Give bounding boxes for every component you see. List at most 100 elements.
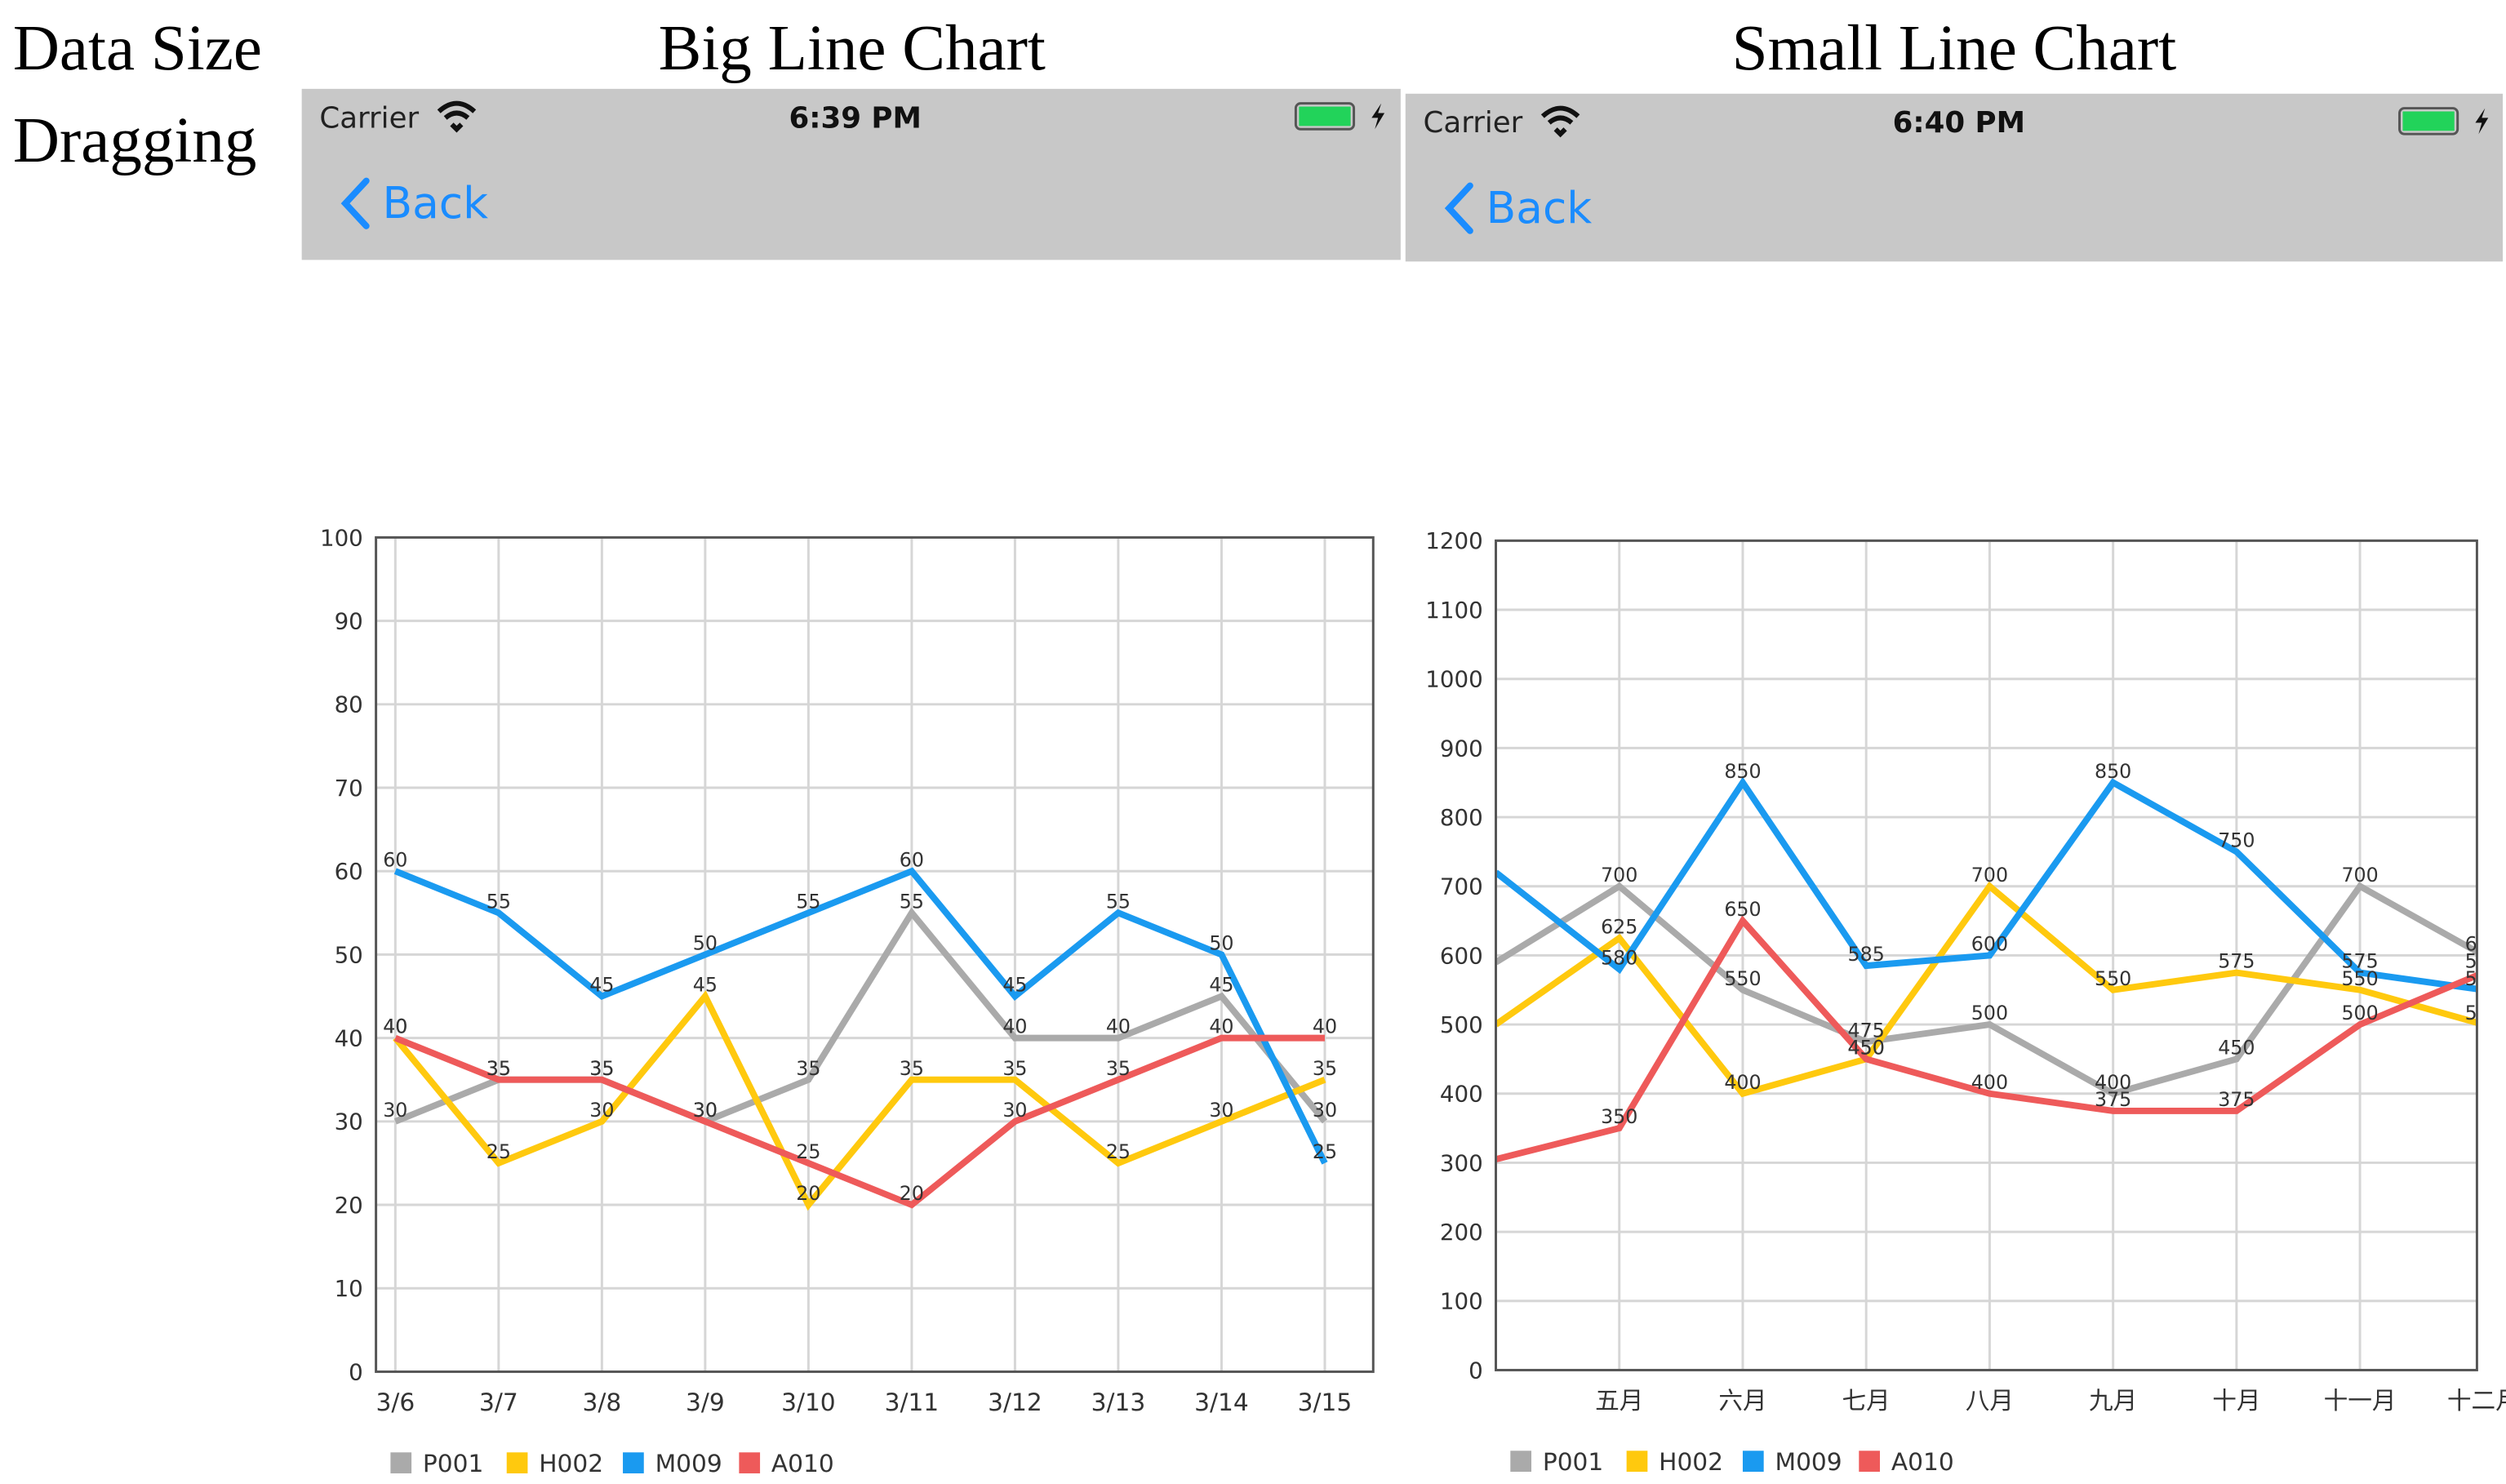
series-line	[1495, 915, 2477, 1163]
data-label: 30	[589, 1099, 614, 1122]
data-label: 35	[487, 1057, 511, 1080]
data-label: 375	[2095, 1088, 2131, 1111]
data-label: 30	[693, 1099, 718, 1122]
legend-swatch	[623, 1452, 644, 1473]
data-label: 20	[796, 1182, 820, 1205]
plot-border	[375, 535, 1375, 1373]
data-label: 25	[1106, 1140, 1131, 1163]
data-label: 700	[1601, 864, 1637, 886]
y-tick-label: 10	[335, 1275, 363, 1302]
plot-border	[1495, 539, 2478, 1371]
data-label: 55	[487, 890, 511, 913]
data-label: 25	[487, 1140, 511, 1163]
series-line	[393, 1034, 1325, 1209]
data-label: 45	[1209, 974, 1233, 997]
y-tick-label: 80	[335, 691, 363, 718]
y-tick-label: 500	[1440, 1011, 1483, 1038]
y-tick-label: 900	[1440, 735, 1483, 762]
back-button[interactable]: Back	[383, 177, 489, 229]
screen-title: Big Line Chart	[659, 13, 1046, 84]
data-label: 450	[2218, 1036, 2255, 1059]
data-label: 20	[900, 1182, 924, 1205]
data-label: 30	[383, 1099, 407, 1122]
time: 6:40 PM	[1893, 106, 2025, 140]
data-label: 35	[589, 1057, 614, 1080]
nav-bar	[1405, 93, 2504, 262]
back-chevron[interactable]	[1444, 182, 1473, 234]
data-label: 580	[1601, 946, 1637, 969]
series-line	[1495, 882, 2477, 1098]
x-tick-label: 五月	[1595, 1386, 1643, 1415]
legend-swatch	[1859, 1451, 1880, 1472]
data-label: 400	[1971, 1071, 2008, 1094]
y-tick-label: 400	[1440, 1081, 1483, 1108]
legend-label: H002	[1659, 1447, 1723, 1476]
data-label: 30	[1002, 1099, 1027, 1122]
charging-icon	[2475, 108, 2489, 135]
battery-level	[1299, 106, 1351, 127]
data-label: 600	[1971, 932, 2008, 955]
data-label: 550	[2465, 967, 2502, 990]
screen-title: Small Line Chart	[1732, 13, 2177, 84]
y-tick-label: 200	[1440, 1219, 1483, 1246]
time: 6:39 PM	[789, 101, 922, 135]
data-label: 35	[487, 1057, 511, 1080]
y-tick-label: 90	[335, 607, 363, 634]
y-tick-label: 300	[1440, 1149, 1483, 1176]
x-tick-label: 十二月	[2447, 1386, 2506, 1415]
data-label: 400	[2095, 1071, 2131, 1094]
data-label: 575	[2465, 950, 2502, 973]
data-label: 45	[693, 974, 718, 997]
data-label: 40	[383, 1015, 407, 1038]
y-tick-label: 20	[335, 1192, 363, 1219]
data-label: 25	[796, 1140, 820, 1163]
data-label: 550	[1724, 967, 1761, 990]
data-label: 350	[1601, 1105, 1637, 1128]
data-label: 650	[1724, 898, 1761, 921]
data-label: 450	[1848, 1036, 1885, 1059]
data-label: 60	[383, 848, 407, 871]
y-tick-label: 0	[349, 1358, 363, 1385]
x-tick-label: 3/15	[1298, 1388, 1353, 1416]
battery	[2398, 107, 2459, 136]
series-line	[1495, 776, 2477, 993]
data-label: 35	[1002, 1057, 1027, 1080]
data-label: 40	[1209, 1015, 1233, 1038]
data-label: 30	[1209, 1099, 1233, 1122]
data-label: 585	[1848, 943, 1885, 966]
y-tick-label: 700	[1440, 873, 1483, 900]
data-label: 40	[383, 1015, 407, 1038]
data-label: 30	[1313, 1099, 1337, 1122]
data-label: 750	[2218, 829, 2255, 851]
x-tick-label: 3/11	[885, 1388, 940, 1416]
back-button[interactable]: Back	[1486, 182, 1593, 233]
legend-swatch	[390, 1452, 412, 1473]
series-line	[1495, 881, 2477, 1098]
y-tick-label: 600	[1440, 942, 1483, 969]
back-chevron[interactable]	[340, 177, 370, 229]
y-tick-label: 1200	[1425, 527, 1482, 554]
data-label: 45	[589, 974, 614, 997]
data-label: 50	[1209, 931, 1233, 954]
data-label: 375	[2218, 1088, 2255, 1111]
y-tick-label: 70	[335, 775, 363, 802]
y-tick-label: 100	[320, 524, 363, 551]
nav-bar	[301, 88, 1401, 260]
legend-label: M009	[1775, 1447, 1842, 1476]
x-tick-label: 3/8	[583, 1388, 622, 1416]
legend-swatch	[739, 1452, 761, 1473]
wifi-icon	[437, 100, 477, 133]
data-label: 55	[1106, 890, 1131, 913]
data-label: 50	[693, 931, 718, 954]
x-tick-label: 3/12	[988, 1388, 1042, 1416]
legend-swatch	[506, 1452, 528, 1473]
legend-label: A010	[1891, 1447, 1954, 1476]
y-tick-label: 30	[335, 1109, 363, 1135]
y-tick-label: 0	[1468, 1357, 1483, 1384]
data-label: 35	[900, 1057, 924, 1080]
legend-swatch	[1742, 1451, 1764, 1472]
x-tick-label: 3/13	[1091, 1388, 1146, 1416]
legend-label: P001	[423, 1449, 483, 1477]
data-label: 55	[796, 890, 820, 913]
